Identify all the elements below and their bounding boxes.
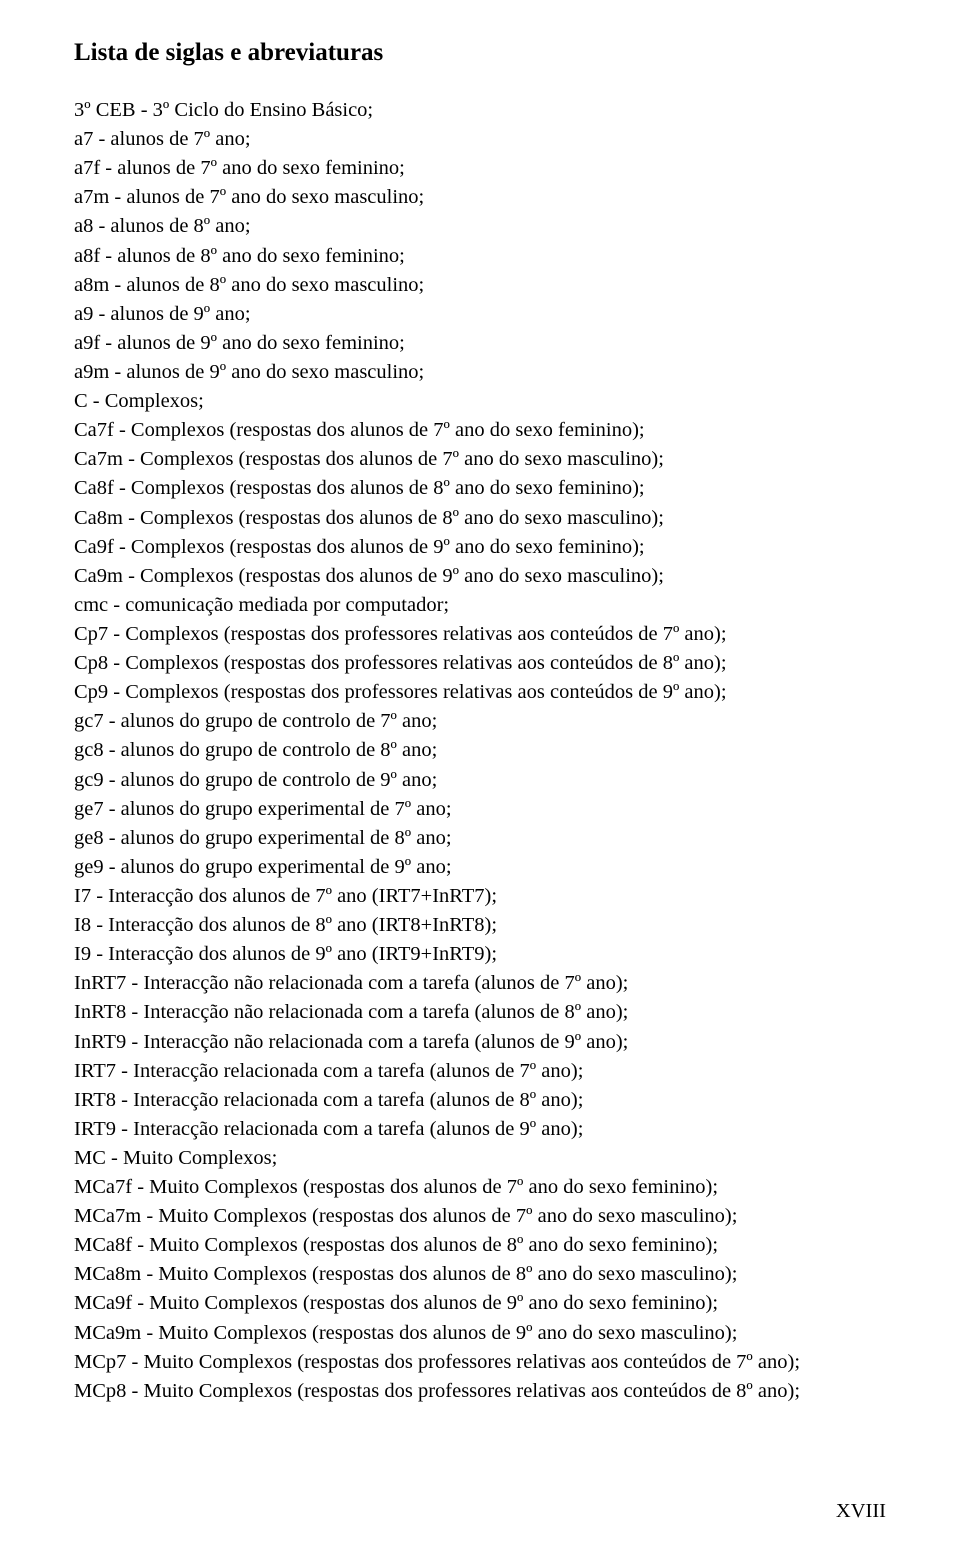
list-item: IRT8 - Interacção relacionada com a tare… (74, 1086, 890, 1115)
list-item: a9 - alunos de 9º ano; (74, 300, 890, 329)
list-item: Ca9f - Complexos (respostas dos alunos d… (74, 533, 890, 562)
list-item: Ca7m - Complexos (respostas dos alunos d… (74, 445, 890, 474)
list-item: Cp7 - Complexos (respostas dos professor… (74, 620, 890, 649)
list-item: a7f - alunos de 7º ano do sexo feminino; (74, 154, 890, 183)
list-item: MCa7f - Muito Complexos (respostas dos a… (74, 1173, 890, 1202)
list-item: MCa7m - Muito Complexos (respostas dos a… (74, 1202, 890, 1231)
list-item: I8 - Interacção dos alunos de 8º ano (IR… (74, 911, 890, 940)
list-item: 3º CEB - 3º Ciclo do Ensino Básico; (74, 96, 890, 125)
list-item: Ca8m - Complexos (respostas dos alunos d… (74, 504, 890, 533)
document-page: Lista de siglas e abreviaturas 3º CEB - … (0, 0, 960, 1557)
list-item: gc9 - alunos do grupo de controlo de 9º … (74, 766, 890, 795)
list-item: IRT9 - Interacção relacionada com a tare… (74, 1115, 890, 1144)
page-title: Lista de siglas e abreviaturas (74, 38, 890, 68)
list-item: ge7 - alunos do grupo experimental de 7º… (74, 795, 890, 824)
list-item: a7m - alunos de 7º ano do sexo masculino… (74, 183, 890, 212)
list-item: Cp8 - Complexos (respostas dos professor… (74, 649, 890, 678)
list-item: C - Complexos; (74, 387, 890, 416)
list-item: I7 - Interacção dos alunos de 7º ano (IR… (74, 882, 890, 911)
list-item: MCa9m - Muito Complexos (respostas dos a… (74, 1319, 890, 1348)
list-item: Cp9 - Complexos (respostas dos professor… (74, 678, 890, 707)
page-number: XVIII (836, 1500, 886, 1523)
list-item: MCa8m - Muito Complexos (respostas dos a… (74, 1260, 890, 1289)
list-item: ge9 - alunos do grupo experimental de 9º… (74, 853, 890, 882)
list-item: MCp7 - Muito Complexos (respostas dos pr… (74, 1348, 890, 1377)
list-item: a7 - alunos de 7º ano; (74, 125, 890, 154)
list-item: gc7 - alunos do grupo de controlo de 7º … (74, 707, 890, 736)
list-item: Ca7f - Complexos (respostas dos alunos d… (74, 416, 890, 445)
list-item: MCa8f - Muito Complexos (respostas dos a… (74, 1231, 890, 1260)
list-item: IRT7 - Interacção relacionada com a tare… (74, 1057, 890, 1086)
list-item: a8 - alunos de 8º ano; (74, 212, 890, 241)
list-item: InRT9 - Interacção não relacionada com a… (74, 1028, 890, 1057)
list-item: a9m - alunos de 9º ano do sexo masculino… (74, 358, 890, 387)
list-item: a8m - alunos de 8º ano do sexo masculino… (74, 271, 890, 300)
list-item: a8f - alunos de 8º ano do sexo feminino; (74, 242, 890, 271)
list-item: cmc - comunicação mediada por computador… (74, 591, 890, 620)
abbreviation-list: 3º CEB - 3º Ciclo do Ensino Básico;a7 - … (74, 96, 890, 1406)
list-item: gc8 - alunos do grupo de controlo de 8º … (74, 736, 890, 765)
list-item: Ca9m - Complexos (respostas dos alunos d… (74, 562, 890, 591)
list-item: InRT8 - Interacção não relacionada com a… (74, 998, 890, 1027)
list-item: I9 - Interacção dos alunos de 9º ano (IR… (74, 940, 890, 969)
list-item: Ca8f - Complexos (respostas dos alunos d… (74, 474, 890, 503)
list-item: ge8 - alunos do grupo experimental de 8º… (74, 824, 890, 853)
list-item: a9f - alunos de 9º ano do sexo feminino; (74, 329, 890, 358)
list-item: MC - Muito Complexos; (74, 1144, 890, 1173)
list-item: InRT7 - Interacção não relacionada com a… (74, 969, 890, 998)
list-item: MCa9f - Muito Complexos (respostas dos a… (74, 1289, 890, 1318)
list-item: MCp8 - Muito Complexos (respostas dos pr… (74, 1377, 890, 1406)
